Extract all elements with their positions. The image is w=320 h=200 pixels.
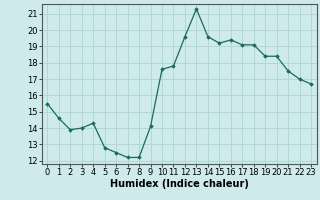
X-axis label: Humidex (Indice chaleur): Humidex (Indice chaleur) — [110, 179, 249, 189]
